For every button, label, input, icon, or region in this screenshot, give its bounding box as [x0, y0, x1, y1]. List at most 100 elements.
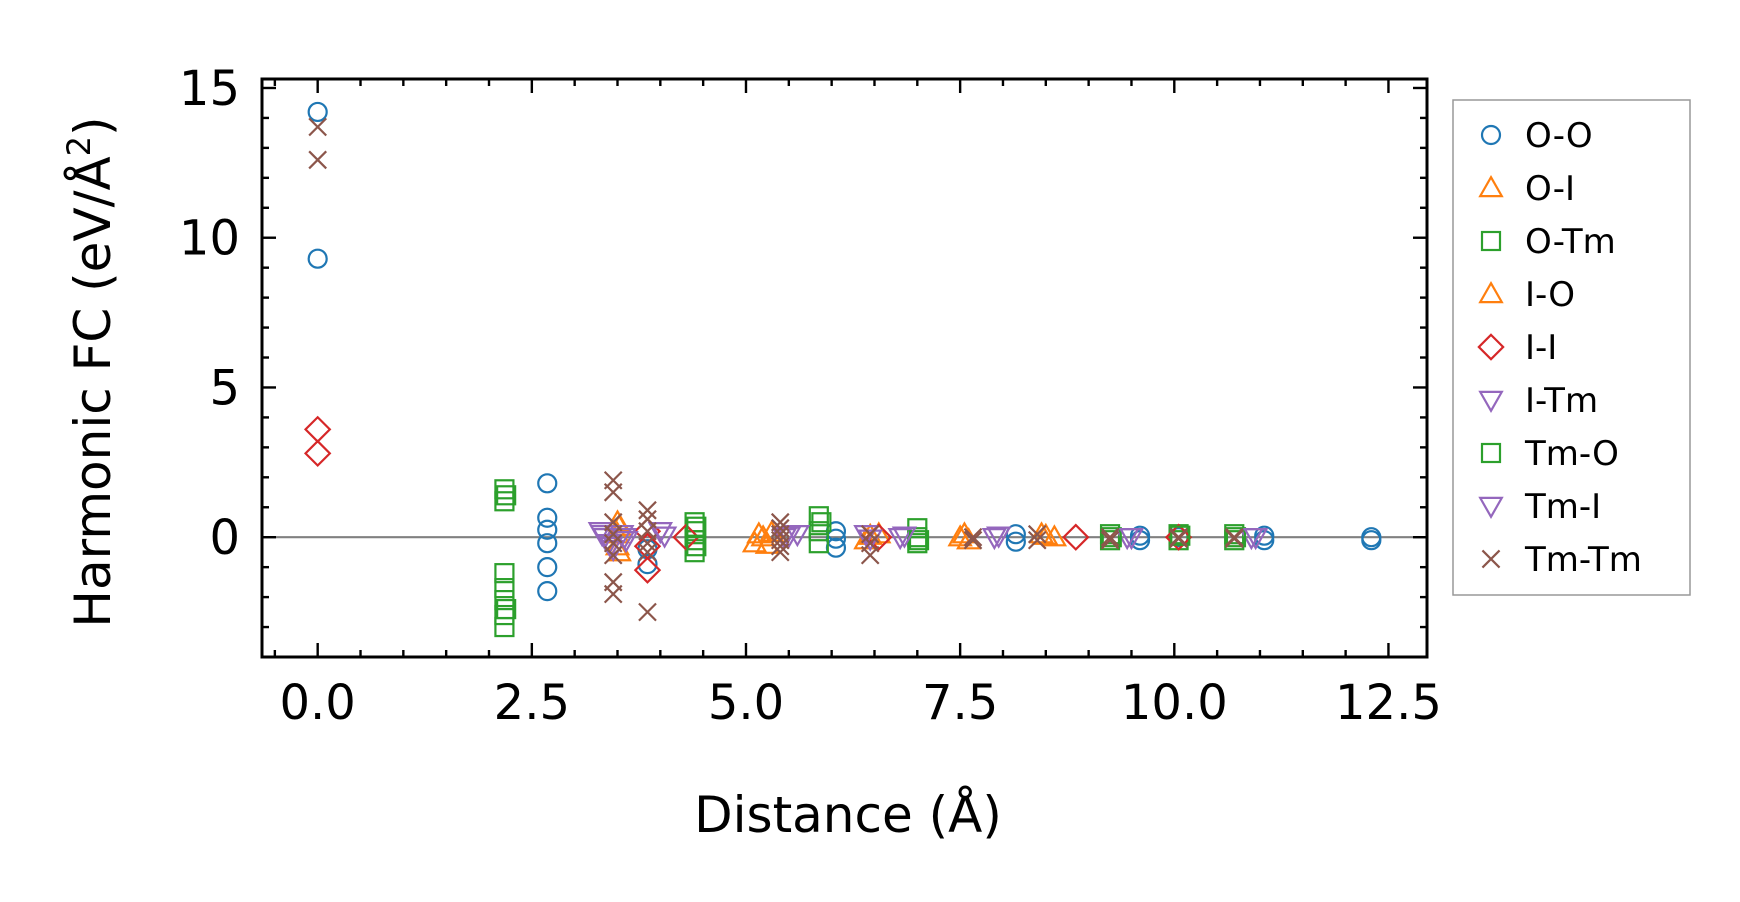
- legend-label: I-O: [1525, 275, 1575, 315]
- y-axis-title-main: Harmonic FC (eV/Å: [64, 156, 122, 627]
- legend-label: O-O: [1525, 116, 1593, 156]
- data-point: [1118, 528, 1145, 551]
- y-tick-label: 10: [179, 211, 240, 267]
- legend-label: O-Tm: [1525, 222, 1616, 262]
- data-point: [811, 512, 832, 533]
- data-point: [633, 556, 662, 584]
- data-point: [603, 482, 623, 502]
- x-tick-label: 5.0: [708, 675, 784, 731]
- data-point: [537, 581, 558, 602]
- data-point: [303, 439, 332, 468]
- data-point: [638, 533, 657, 553]
- data-point: [537, 533, 558, 554]
- legend: O-O O-I O-Tm I-O I-I I-Tm Tm-O Tm-I Tm-Tm: [1452, 99, 1691, 596]
- data-point: [603, 524, 623, 544]
- data-point: [603, 584, 623, 604]
- series-i-i: [303, 415, 1193, 584]
- data-point: [1027, 530, 1047, 550]
- x-axis-title: Distance (Å): [694, 786, 1002, 844]
- y-tick-label: 0: [209, 510, 240, 566]
- legend-marker: [1478, 174, 1504, 198]
- legend-item-tm-tm: Tm-Tm: [1481, 540, 1642, 580]
- legend-label: Tm-O: [1524, 434, 1619, 474]
- data-point: [496, 598, 517, 620]
- legend-marker: [1477, 333, 1505, 361]
- data-point: [603, 545, 623, 565]
- data-point: [1224, 529, 1244, 549]
- series-tm-tm: [308, 117, 1244, 622]
- legend-item-i-i: I-I: [1477, 328, 1557, 368]
- legend-marker: [1478, 280, 1504, 304]
- data-point: [537, 557, 558, 578]
- axes-frame: [260, 77, 1429, 659]
- legend-label: Tm-Tm: [1524, 540, 1642, 580]
- data-point: [1101, 527, 1122, 548]
- y-axis-title-sup: 2: [60, 136, 98, 156]
- x-tick-label: 10.0: [1121, 675, 1228, 731]
- y-tick-label: 15: [179, 61, 240, 117]
- data-point: [638, 602, 657, 622]
- data-point: [537, 507, 558, 528]
- legend-label: Tm-I: [1524, 487, 1601, 527]
- data-point: [496, 485, 517, 506]
- data-point: [537, 519, 558, 540]
- x-tick-label: 2.5: [494, 675, 570, 731]
- data-point: [860, 545, 880, 565]
- y-axis-title: Harmonic FC (eV/Å2): [60, 116, 122, 627]
- legend-item-tm-i: Tm-I: [1478, 487, 1601, 527]
- data-point: [808, 533, 829, 554]
- data-point: [981, 528, 1008, 551]
- data-point: [963, 530, 983, 550]
- data-point: [537, 473, 558, 494]
- data-point: [1361, 530, 1382, 551]
- data-point: [672, 523, 700, 551]
- data-point: [684, 542, 705, 563]
- data-point: [1170, 525, 1191, 546]
- data-point: [589, 525, 615, 548]
- data-point: [1224, 530, 1245, 551]
- legend-marker: [1478, 390, 1504, 414]
- data-point: [307, 101, 328, 123]
- data-point: [638, 500, 657, 520]
- data-point: [307, 248, 328, 269]
- data-point: [1225, 527, 1247, 548]
- data-point: [637, 554, 658, 575]
- data-point: [651, 526, 678, 549]
- legend-item-tm-o: Tm-O: [1480, 434, 1619, 474]
- data-point: [686, 516, 707, 537]
- data-point: [686, 536, 707, 557]
- data-point: [647, 522, 674, 545]
- legend-item-i-o: I-O: [1478, 275, 1575, 315]
- data-point: [887, 528, 913, 551]
- data-point: [494, 616, 515, 638]
- ticks: [262, 79, 1427, 659]
- data-point: [808, 506, 829, 527]
- data-point: [770, 542, 790, 562]
- data-point: [1027, 524, 1047, 544]
- series-o-tm: [494, 479, 1245, 638]
- data-point: [963, 527, 983, 547]
- data-point: [1100, 530, 1120, 550]
- series-o-o: [307, 101, 1382, 602]
- legend-marker: [1480, 442, 1502, 464]
- data-point: [784, 525, 811, 548]
- data-point: [908, 530, 930, 551]
- y-tick-label: 5: [209, 360, 240, 416]
- data-point: [746, 521, 772, 544]
- data-point: [638, 542, 657, 562]
- data-point: [1099, 530, 1121, 551]
- data-point: [494, 491, 515, 512]
- data-point: [1169, 529, 1188, 549]
- x-tick-label: 12.5: [1335, 675, 1442, 731]
- legend-label: O-I: [1525, 169, 1575, 209]
- data-point: [860, 524, 880, 544]
- series-tm-o: [496, 485, 1247, 620]
- data-point: [770, 536, 790, 556]
- legend-marker: [1480, 230, 1502, 252]
- data-point: [891, 526, 918, 549]
- svg-text:Harmonic FC (eV/Å2): Harmonic FC (eV/Å2): [60, 116, 122, 627]
- data-point: [1005, 531, 1026, 552]
- legend-item-o-tm: O-Tm: [1480, 222, 1616, 262]
- legend-label: I-I: [1525, 328, 1557, 368]
